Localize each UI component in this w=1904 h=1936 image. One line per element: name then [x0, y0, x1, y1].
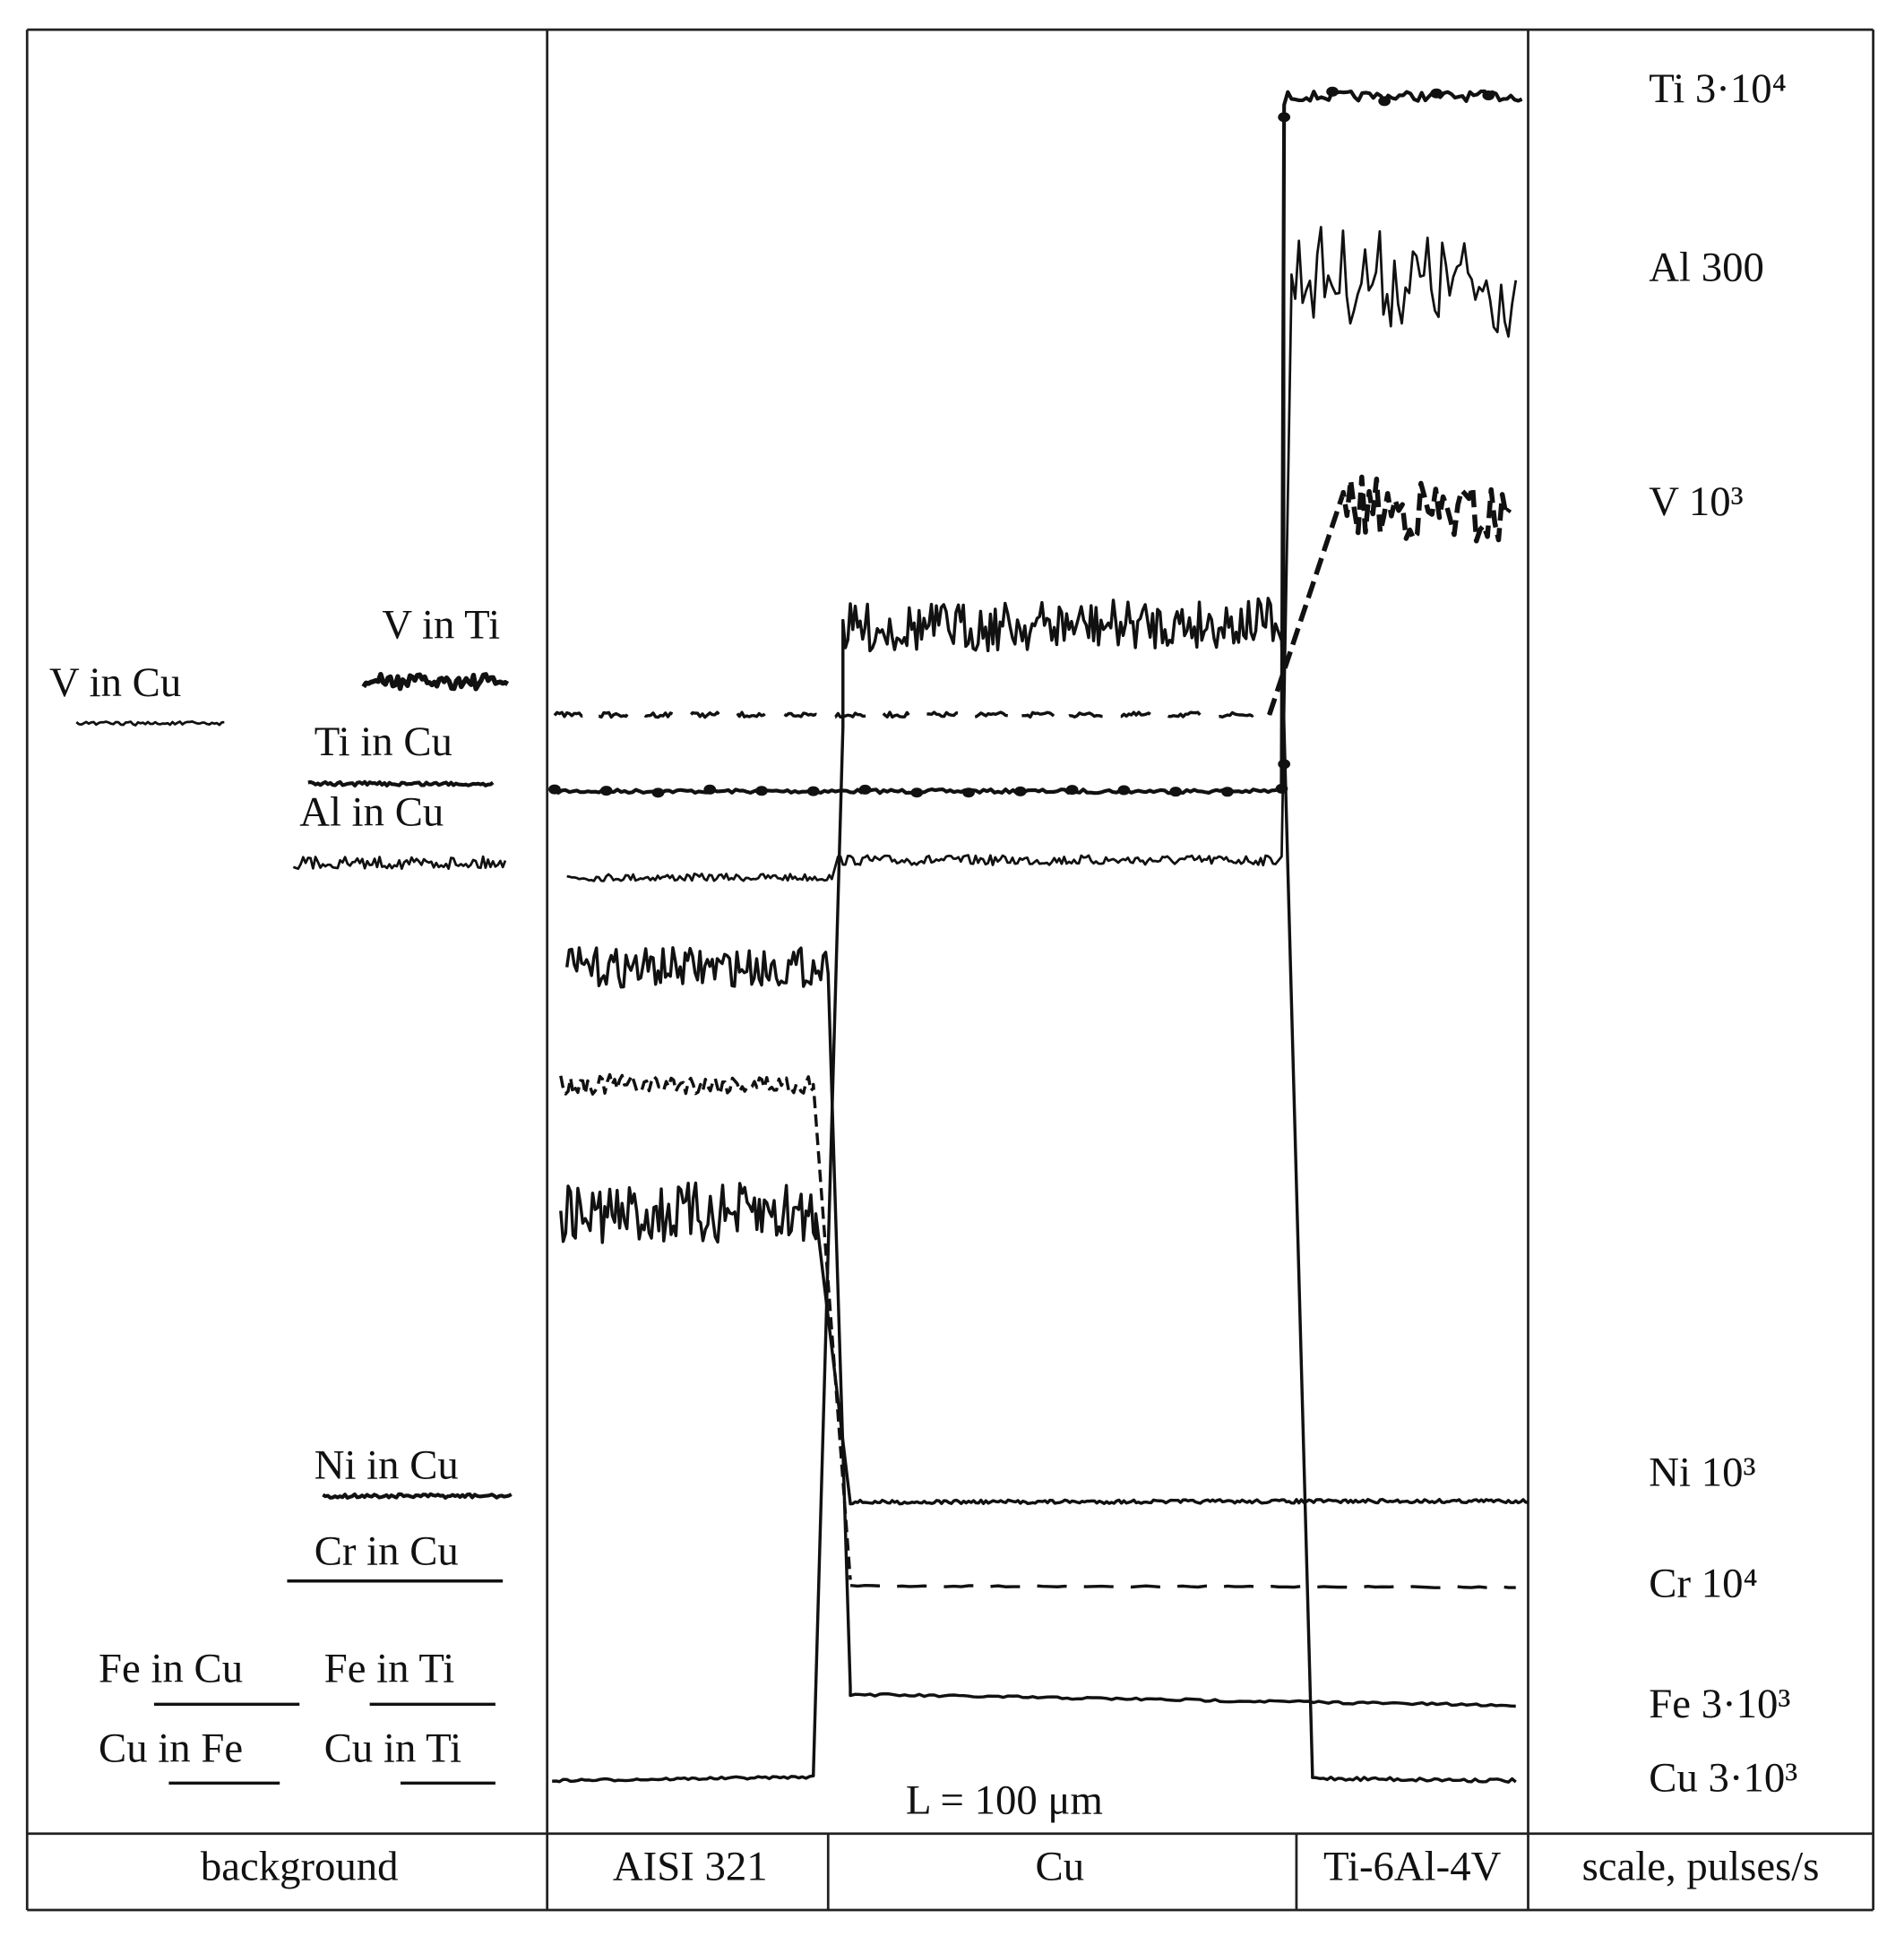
trace — [599, 786, 613, 796]
scale-label: Cr 10⁴ — [1649, 1560, 1758, 1606]
trace — [1278, 112, 1291, 123]
column-label: AISI 321 — [613, 1844, 768, 1890]
background-label: Cu in Fe — [99, 1725, 243, 1772]
background-label: Cr in Cu — [314, 1528, 459, 1575]
scale-label: Fe 3·10³ — [1649, 1681, 1790, 1727]
background-label: Fe in Cu — [99, 1645, 243, 1691]
column-label: Ti-6Al-4V — [1323, 1844, 1502, 1890]
trace — [1430, 88, 1443, 99]
trace — [1378, 96, 1391, 107]
scale-label: V 10³ — [1649, 478, 1743, 525]
trace — [1221, 787, 1234, 797]
background-label: Fe in Ti — [324, 1645, 455, 1691]
trace — [564, 946, 1516, 1708]
trace — [910, 787, 924, 798]
trace — [651, 787, 665, 798]
trace — [1482, 90, 1495, 100]
trace — [307, 779, 495, 788]
trace — [559, 1072, 852, 1580]
column-label: background — [201, 1844, 399, 1890]
trace — [361, 671, 510, 692]
trace — [1117, 785, 1131, 796]
scale-label: Ni 10³ — [1649, 1450, 1755, 1496]
trace — [322, 1492, 513, 1500]
scale-label: Al 300 — [1649, 244, 1764, 290]
length-label: L = 100 μm — [906, 1777, 1103, 1823]
trace — [1065, 785, 1079, 796]
trace — [1326, 86, 1339, 97]
trace — [553, 710, 1271, 719]
background-label: Ni in Cu — [314, 1441, 459, 1488]
trace — [849, 1583, 1516, 1589]
trace — [559, 1181, 1529, 1506]
column-label: scale, pulses/s — [1582, 1844, 1820, 1890]
background-label: Ti in Cu — [314, 718, 452, 765]
trace — [962, 787, 975, 798]
trace — [1267, 474, 1512, 716]
trace — [292, 855, 507, 871]
scale-label: Cu 3·10³ — [1649, 1755, 1797, 1802]
trace — [548, 784, 561, 795]
trace — [703, 784, 717, 795]
trace — [755, 786, 768, 796]
trace — [552, 597, 1517, 1784]
background-label: Cu in Ti — [324, 1725, 461, 1772]
trace — [806, 786, 820, 796]
scale-label: Ti 3·10⁴ — [1649, 65, 1787, 112]
background-label: Al in Cu — [299, 788, 444, 835]
background-label: V in Ti — [382, 601, 500, 648]
trace — [1169, 787, 1183, 797]
trace — [858, 784, 872, 795]
trace — [1013, 786, 1027, 796]
trace — [75, 720, 225, 727]
column-label: Cu — [1036, 1844, 1085, 1890]
trace — [566, 226, 1518, 882]
traces — [75, 86, 1529, 1785]
background-label: V in Cu — [49, 659, 181, 706]
frame — [25, 28, 1874, 1912]
